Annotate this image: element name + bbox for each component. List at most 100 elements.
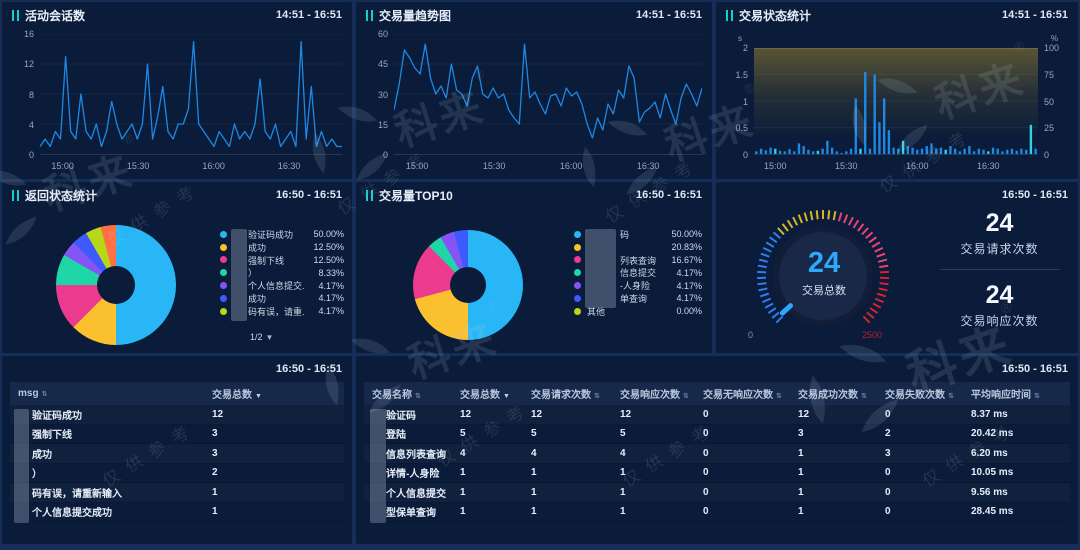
legend-item[interactable]: 20.83% — [574, 241, 702, 254]
table-row[interactable]: 个人信息提交 1 1 1 0 1 0 9.56 ms — [364, 483, 1070, 503]
legend-item[interactable]: 列表查询 16.67% — [574, 254, 702, 267]
legend-percent: 4.17% — [318, 280, 344, 291]
panel-header: 返回状态统计 16:50 - 16:51 — [2, 182, 352, 208]
legend-item[interactable]: 个人信息提交. 4.17% — [220, 279, 344, 292]
column-header[interactable]: 交易成功次数 ⇅ — [792, 386, 879, 401]
table-row[interactable]: 成功 3 — [10, 444, 344, 464]
legend-item[interactable]: 码 50.00% — [574, 228, 702, 241]
legend-dot — [574, 282, 581, 290]
table-row[interactable]: 型保单查询 1 1 1 0 1 0 28.45 ms — [364, 503, 1070, 522]
column-header[interactable]: 交易名称 ⇅ — [364, 386, 454, 401]
x-tick-label: 15:00 — [764, 161, 787, 171]
table-cell: 登陆 — [386, 430, 406, 442]
sessions-line-chart[interactable] — [39, 33, 342, 155]
time-range: 16:50 - 16:51 — [275, 363, 342, 375]
table-row[interactable]: 详情-人身险 1 1 1 0 1 0 10.05 ms — [364, 464, 1070, 483]
legend-item[interactable]: 信息提交 4.17% — [574, 266, 702, 279]
table-row[interactable]: 登陆 5 5 5 0 3 2 20.42 ms — [364, 425, 1070, 444]
table-cell: 1 — [620, 506, 626, 518]
sort-icon[interactable]: ⇅ — [594, 393, 600, 400]
table-row[interactable]: ） 2 — [10, 464, 344, 483]
legend-item[interactable]: 码有误，请重. 4.17% — [220, 305, 344, 318]
legend-item[interactable]: ） 8.33% — [220, 266, 344, 279]
sort-icon[interactable]: ⇅ — [861, 393, 867, 400]
panel-tx-status: 交易状态统计 14:51 - 16:51 s % 2 1.5 1 0.5 0 100 75… — [716, 2, 1078, 179]
legend-item[interactable]: 验证码成功 50.00% — [220, 228, 344, 241]
panel-volume-trend: 交易量趋势图 14:51 - 16:51 60 45 30 15 0 15:00 15:3… — [356, 2, 712, 179]
table-cell: 1 — [798, 467, 804, 479]
legend-item[interactable]: 成功 12.50% — [220, 241, 344, 254]
time-range: 16:50 - 16:51 — [1001, 363, 1068, 375]
legend-percent: 0.00% — [676, 306, 702, 317]
top10-donut-chart[interactable] — [413, 230, 523, 340]
legend-pager-next-icon[interactable]: ▼ — [265, 333, 274, 342]
sort-icon[interactable]: ⇅ — [776, 393, 782, 400]
column-header[interactable]: msg ⇅ — [10, 388, 206, 399]
panel-header: 交易量趋势图 14:51 - 16:51 — [356, 2, 712, 28]
column-header[interactable]: 交易无响应次数 ⇅ — [697, 386, 792, 401]
table-row[interactable]: 信息列表查询 4 4 4 0 1 3 6.20 ms — [364, 444, 1070, 464]
column-header-label: 交易请求次数 — [531, 390, 591, 401]
column-header[interactable]: 交易总数 ▼ — [454, 386, 525, 401]
legend-item[interactable]: 单查询 4.17% — [574, 292, 702, 305]
x-tick-label: 16:00 — [202, 161, 225, 171]
sort-icon[interactable]: ⇅ — [41, 391, 48, 398]
table-cell: 0 — [703, 467, 709, 479]
tx-total-gauge[interactable] — [716, 204, 931, 344]
sort-desc-icon[interactable]: ▼ — [255, 393, 262, 400]
table-cell: 验证码 — [386, 410, 416, 422]
stat-value: 24 — [985, 281, 1014, 309]
column-header[interactable]: 交易总数 ▼ — [206, 386, 344, 401]
table-cell: 28.45 ms — [971, 506, 1014, 518]
table-header: msg ⇅ 交易总数 ▼ — [10, 382, 344, 405]
column-header[interactable]: 交易响应次数 ⇅ — [614, 386, 697, 401]
chart-area: 60 45 30 15 0 15:00 15:30 16:00 16:30 — [364, 28, 703, 175]
legend-percent: 12.50% — [313, 254, 344, 265]
legend-percent: 4.17% — [318, 306, 344, 317]
sort-icon[interactable]: ⇅ — [683, 393, 689, 400]
table-row[interactable]: 验证码 12 12 12 0 12 0 8.37 ms — [364, 405, 1070, 425]
legend-percent: 16.67% — [671, 254, 702, 265]
gauge-value: 24 — [807, 247, 841, 279]
table-cell: 1 — [460, 486, 466, 498]
legend-item[interactable]: 其他 0.00% — [574, 305, 702, 318]
table-row[interactable]: 验证码成功 12 — [10, 405, 344, 425]
legend-item[interactable]: -人身险 4.17% — [574, 279, 702, 292]
column-header[interactable]: 平均响应时间 ⇅ — [965, 386, 1070, 401]
table-row[interactable]: 强制下线 3 — [10, 425, 344, 444]
sort-icon[interactable]: ⇅ — [948, 393, 954, 400]
column-header-label: 交易响应次数 — [620, 390, 680, 401]
table-row[interactable]: 个人信息提交成功 1 — [10, 503, 344, 522]
legend-label: 验证码成功 — [248, 229, 294, 240]
gauge-max: 2500 — [862, 330, 883, 340]
panel-tx-table: 16:50 - 16:51 交易名称 ⇅ 交易总数 ▼ 交易请求次数 ⇅ 交易响应次数 ⇅ 交易… — [356, 356, 1078, 544]
sort-icon[interactable]: ⇅ — [415, 393, 421, 400]
column-header[interactable]: 交易请求次数 ⇅ — [525, 386, 614, 401]
legend-pager[interactable]: 1/2 ▼ — [250, 332, 273, 342]
table-cell: 0 — [703, 486, 709, 498]
legend-item[interactable]: 强制下线 12.50% — [220, 254, 344, 267]
volume-line-chart[interactable] — [393, 33, 703, 155]
panel-title-icon — [12, 189, 19, 201]
legend-dot — [220, 307, 227, 315]
sort-desc-icon[interactable]: ▼ — [503, 393, 510, 400]
y-axis-left: 2 1.5 1 0.5 0 — [735, 43, 748, 160]
donut-hole — [97, 266, 135, 304]
table-cell: ） — [32, 469, 42, 481]
table-cell: 5 — [460, 428, 466, 440]
redaction-overlay — [585, 229, 616, 308]
legend-item[interactable]: 成功 4.17% — [220, 292, 344, 305]
table-cell: 个人信息提交 — [386, 488, 446, 500]
panel-title-icon — [366, 9, 373, 21]
column-header[interactable]: 交易失败次数 ⇅ — [879, 386, 965, 401]
panel-title: 交易状态统计 — [739, 8, 812, 23]
panel-active-sessions: 活动会话数 14:51 - 16:51 16 12 8 4 0 15:00 15:30 16… — [2, 2, 352, 179]
status-bar-chart[interactable] — [754, 48, 1038, 155]
table-row[interactable]: 码有误，请重新输入 1 — [10, 483, 344, 503]
table-cell: 3 — [798, 428, 804, 440]
table-cell: 1 — [212, 506, 218, 518]
y-axis: 60 45 30 15 0 — [377, 29, 388, 160]
sort-icon[interactable]: ⇅ — [1034, 393, 1040, 400]
return-status-donut-chart[interactable] — [56, 225, 176, 345]
